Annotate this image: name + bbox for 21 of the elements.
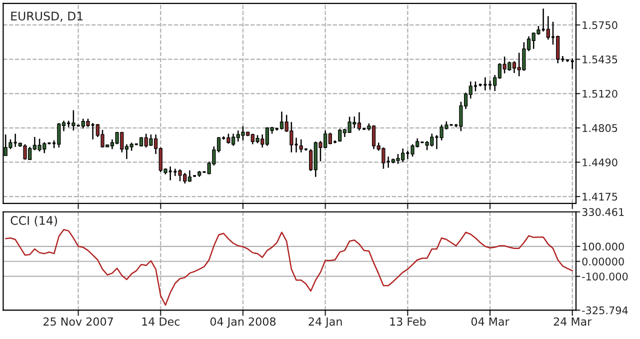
y-tick-label: 1.4490 [582,158,618,166]
y-tick-label: 1.5750 [582,21,618,30]
y-tick-label: 330.461 [582,208,624,216]
y-tick-label: 1.5120 [582,90,618,98]
y-tick-label: 1.4175 [582,192,618,201]
x-tick-label: 04 Jan 2008 [210,317,276,328]
y-tick-label: 100.000 [582,242,624,251]
y-tick-label: -325.794 [582,306,628,314]
chart-title: CCI (14) [10,216,58,226]
x-tick-label: 24 Mar [554,317,592,326]
y-tick-label: -100.000 [582,272,628,280]
x-tick-label: 04 Mar [471,317,510,326]
x-tick-label: 24 Jan [308,317,342,328]
x-tick-label: 25 Nov 2007 [44,317,113,326]
x-tick-label: 14 Dec [142,317,180,326]
y-tick-label: 1.4805 [582,124,618,132]
line-series [4,228,573,306]
x-tick-label: 13 Feb [390,317,426,326]
y-tick-label: 0.00000 [582,258,624,266]
text: EURUSD, D1 [11,12,83,22]
y-tick-label: 1.5435 [582,56,618,64]
